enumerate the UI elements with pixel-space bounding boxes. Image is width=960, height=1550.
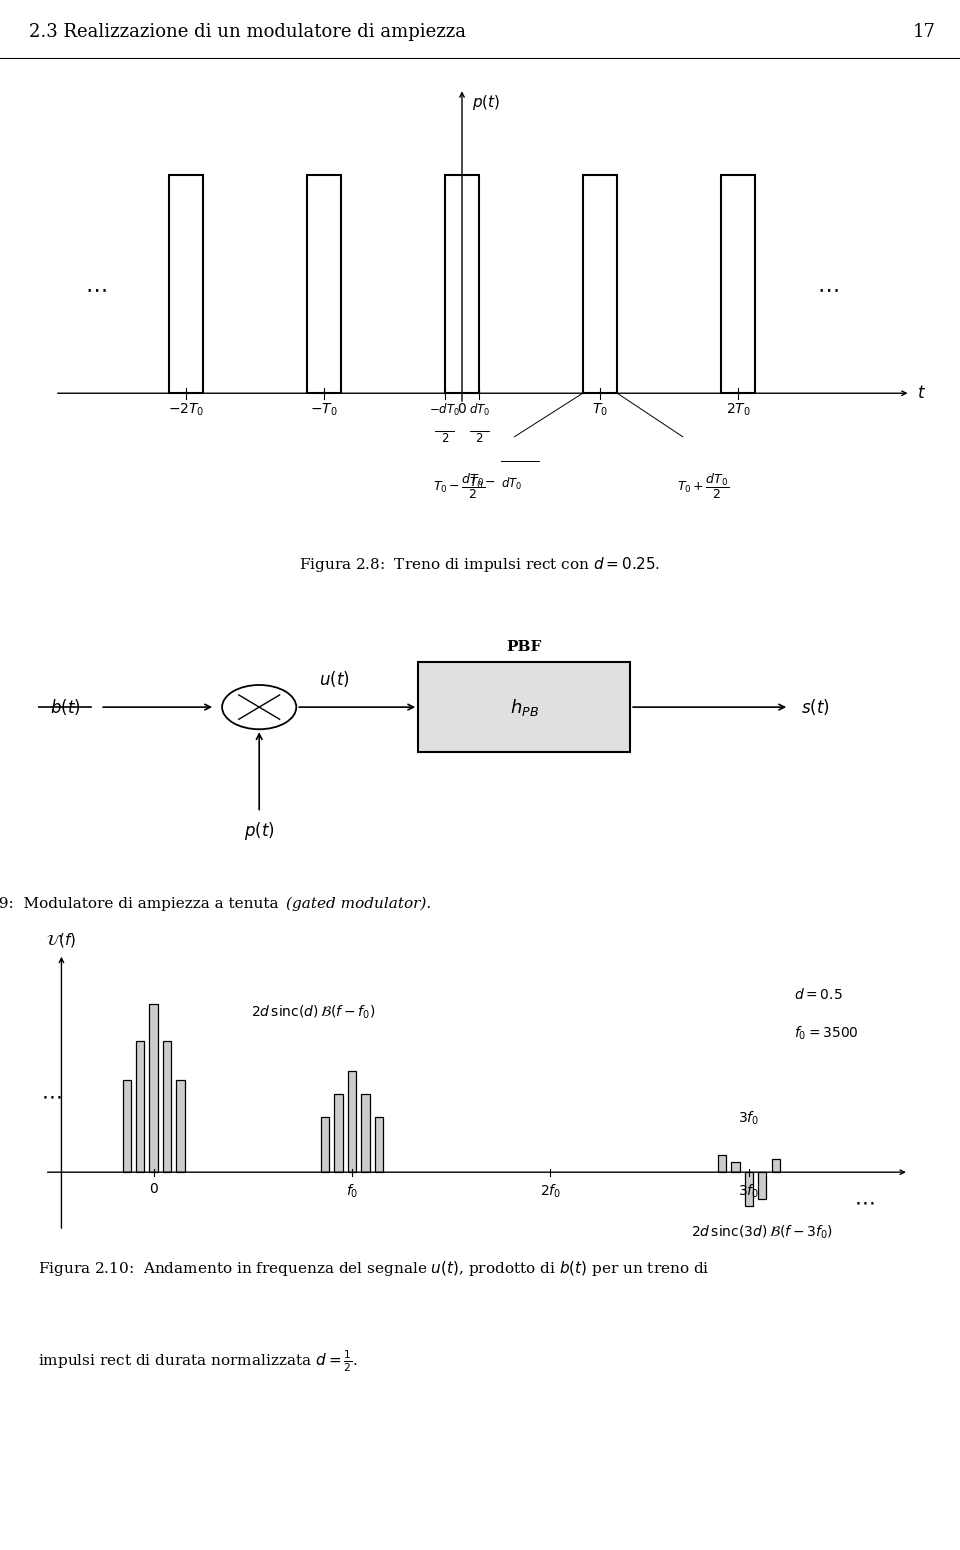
Text: $-T_0$: $-T_0$ — [310, 401, 338, 418]
Text: $3f_0$: $3f_0$ — [738, 1183, 759, 1200]
Bar — [177, 1080, 184, 1172]
Text: $f_0$: $f_0$ — [346, 1183, 358, 1200]
Bar — [718, 1155, 726, 1172]
Text: impulsi rect di durata normalizzata $d = \frac{1}{2}$.: impulsi rect di durata normalizzata $d =… — [38, 1348, 358, 1373]
Bar — [136, 1042, 144, 1172]
Polygon shape — [169, 175, 204, 394]
Bar — [745, 1172, 753, 1206]
Text: $dT_0$: $dT_0$ — [468, 401, 490, 418]
Bar — [163, 1042, 171, 1172]
Polygon shape — [444, 175, 479, 394]
Text: $\mathcal{U}(f)$: $\mathcal{U}(f)$ — [46, 932, 77, 949]
Bar — [732, 1162, 739, 1172]
Text: $2d\,\mathrm{sinc}(3d)\,\mathcal{B}(f-3f_0)$: $2d\,\mathrm{sinc}(3d)\,\mathcal{B}(f-3f… — [690, 1224, 832, 1242]
Text: Figura 2.10:  Andamento in frequenza del segnale $u(t)$, prodotto di $b(t)$ per : Figura 2.10: Andamento in frequenza del … — [38, 1259, 710, 1279]
Text: $b(t)$: $b(t)$ — [50, 698, 81, 718]
Text: $\cdots$: $\cdots$ — [853, 1194, 875, 1212]
Text: 17: 17 — [913, 23, 936, 42]
Text: $-2T_0$: $-2T_0$ — [168, 401, 204, 418]
Bar — [123, 1080, 131, 1172]
Text: $p(t)$: $p(t)$ — [244, 820, 275, 842]
Text: $T_0 + \dfrac{dT_0}{2}$: $T_0 + \dfrac{dT_0}{2}$ — [678, 471, 730, 501]
Text: $dT_0$: $dT_0$ — [501, 476, 522, 491]
Bar — [758, 1172, 766, 1200]
Text: (gated modulator).: (gated modulator). — [286, 896, 431, 911]
Text: $T_0 - \dfrac{dT_0}{2}$: $T_0 - \dfrac{dT_0}{2}$ — [433, 471, 486, 501]
Text: $h_{PB}$: $h_{PB}$ — [510, 696, 539, 718]
Text: $0$: $0$ — [457, 401, 467, 415]
Bar — [374, 1116, 383, 1172]
Text: $p(t)$: $p(t)$ — [471, 93, 500, 112]
Bar — [321, 1116, 329, 1172]
Bar — [419, 662, 630, 752]
Polygon shape — [583, 175, 617, 394]
Text: $T_0$: $T_0$ — [592, 401, 608, 418]
Text: $2$: $2$ — [475, 432, 484, 445]
Text: PBF: PBF — [507, 640, 541, 654]
Text: $f_0 = 3500$: $f_0 = 3500$ — [794, 1025, 858, 1042]
Text: $2d\,\mathrm{sinc}(d)\,\mathcal{B}(f-f_0)$: $2d\,\mathrm{sinc}(d)\,\mathcal{B}(f-f_0… — [252, 1004, 375, 1021]
Text: $-dT_0$: $-dT_0$ — [429, 401, 460, 418]
Text: $d = 0.5$: $d = 0.5$ — [794, 987, 842, 1003]
Polygon shape — [307, 175, 341, 394]
Text: $t$: $t$ — [918, 384, 926, 401]
Text: Figura 2.8:  Treno di impulsi rect con $d = 0.25$.: Figura 2.8: Treno di impulsi rect con $d… — [300, 555, 660, 574]
Text: $T_0 - $: $T_0 - $ — [469, 476, 496, 491]
Text: $\cdots$: $\cdots$ — [85, 277, 108, 299]
Bar — [361, 1094, 370, 1172]
Text: $\cdots$: $\cdots$ — [41, 1087, 61, 1107]
Bar — [150, 1004, 157, 1172]
Text: $s(t)$: $s(t)$ — [802, 698, 830, 718]
Bar — [772, 1159, 780, 1172]
Text: $2f_0$: $2f_0$ — [540, 1183, 561, 1200]
Text: Figura 2.9:  Modulatore di ampiezza a tenuta: Figura 2.9: Modulatore di ampiezza a ten… — [0, 896, 283, 911]
Text: $\cdots$: $\cdots$ — [817, 277, 838, 299]
Bar — [334, 1094, 343, 1172]
Text: 2.3 Realizzazione di un modulatore di ampiezza: 2.3 Realizzazione di un modulatore di am… — [29, 23, 466, 42]
Text: $3f_0$: $3f_0$ — [738, 1110, 759, 1127]
Text: $2T_0$: $2T_0$ — [726, 401, 751, 418]
Polygon shape — [721, 175, 756, 394]
Text: $0$: $0$ — [149, 1183, 158, 1197]
Text: $2$: $2$ — [441, 432, 449, 445]
Text: $u(t)$: $u(t)$ — [319, 668, 349, 688]
Bar — [348, 1071, 356, 1172]
